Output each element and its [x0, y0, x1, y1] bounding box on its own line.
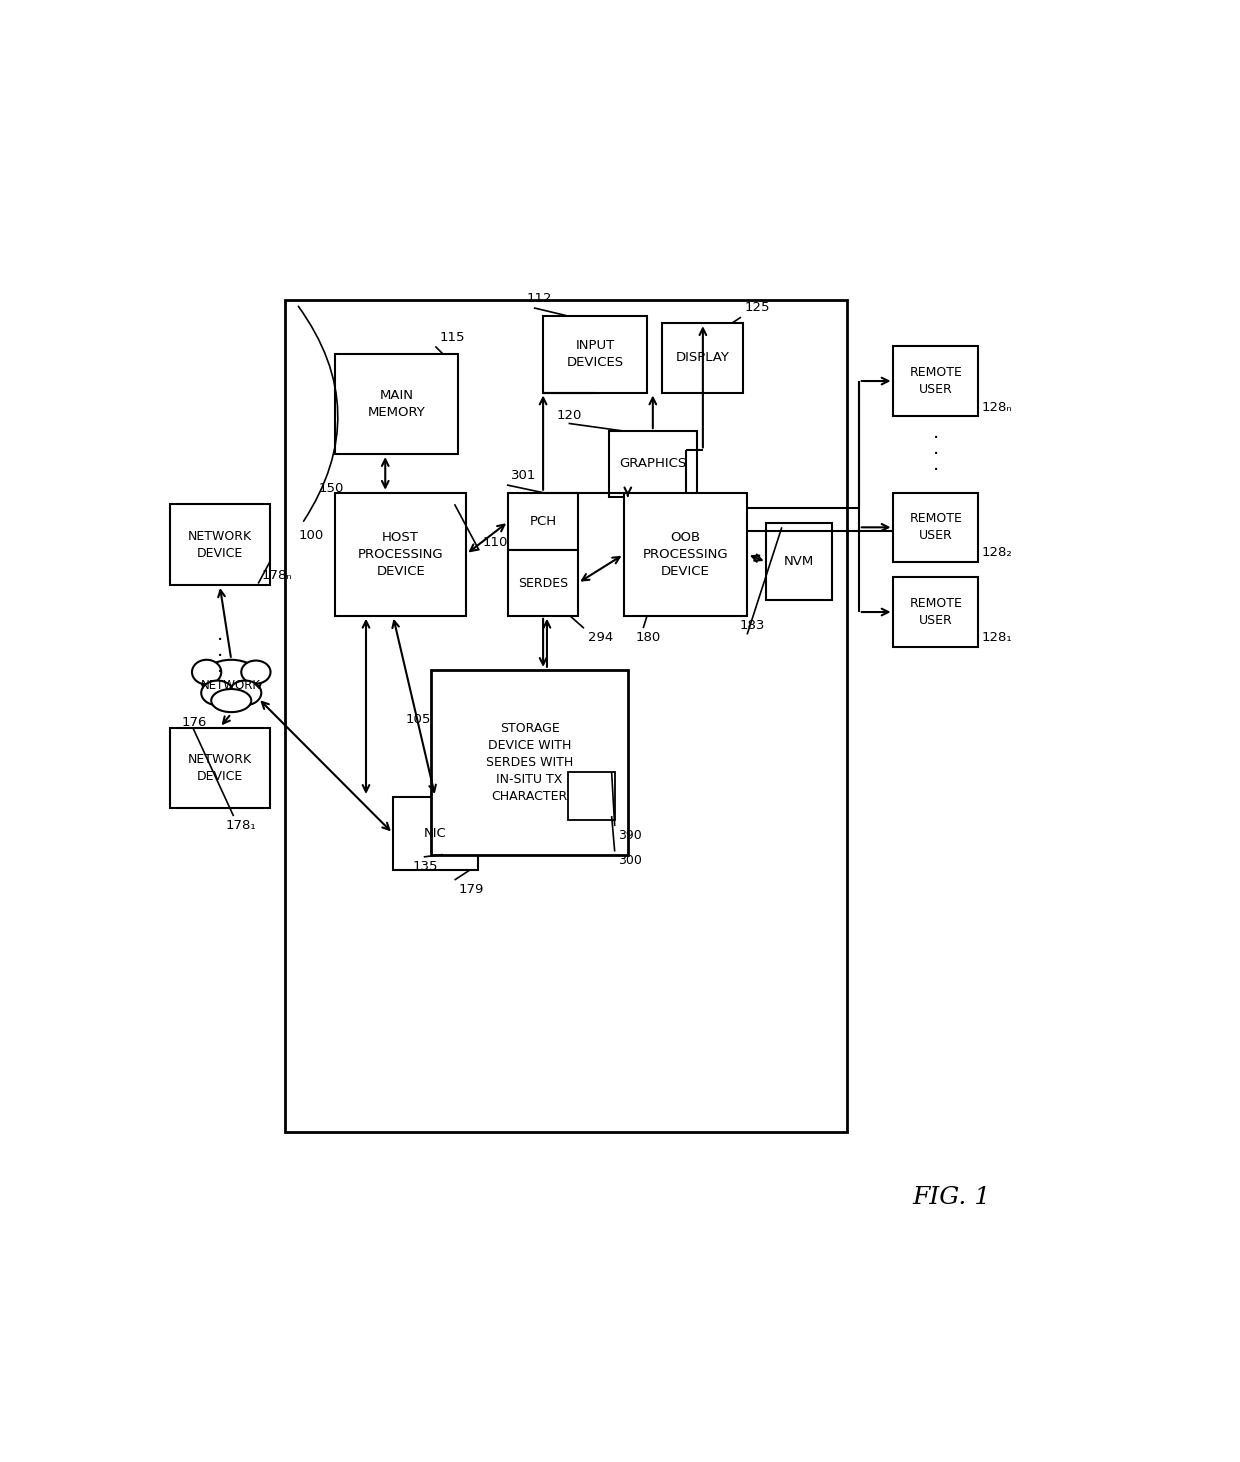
Text: 150: 150: [319, 482, 343, 496]
Text: ·
·
·: · · ·: [217, 630, 223, 681]
Text: 390: 390: [619, 829, 642, 842]
Bar: [894, 346, 978, 415]
Text: 183: 183: [739, 618, 765, 632]
Text: 301: 301: [511, 469, 536, 482]
Text: DISPLAY: DISPLAY: [676, 351, 730, 364]
Text: 128ₙ: 128ₙ: [982, 402, 1013, 415]
Bar: [508, 550, 578, 616]
Text: 112: 112: [526, 292, 552, 306]
Bar: [170, 728, 270, 808]
Text: 294: 294: [588, 632, 613, 643]
Bar: [170, 504, 270, 585]
Bar: [335, 354, 459, 455]
Text: NETWORK
DEVICE: NETWORK DEVICE: [187, 529, 252, 560]
Text: 120: 120: [557, 409, 583, 423]
Ellipse shape: [211, 689, 252, 712]
Text: 178ₙ: 178ₙ: [262, 569, 293, 582]
Bar: [285, 300, 847, 1132]
Text: 110: 110: [484, 537, 508, 550]
Text: ·
·
·: · · ·: [932, 428, 939, 480]
Ellipse shape: [242, 661, 270, 684]
Text: 300: 300: [619, 854, 642, 867]
Bar: [568, 772, 615, 820]
Text: MAIN
MEMORY: MAIN MEMORY: [368, 389, 425, 420]
Text: 135: 135: [412, 860, 438, 873]
Bar: [624, 493, 748, 616]
Bar: [894, 493, 978, 561]
Text: REMOTE
USER: REMOTE USER: [909, 512, 962, 542]
Text: HOST
PROCESSING
DEVICE: HOST PROCESSING DEVICE: [358, 531, 444, 577]
Bar: [662, 323, 743, 393]
Text: NETWORK
DEVICE: NETWORK DEVICE: [187, 753, 252, 784]
Bar: [543, 316, 647, 393]
Text: 128₁: 128₁: [982, 632, 1013, 643]
Text: FIG. 1: FIG. 1: [913, 1186, 991, 1209]
Text: OOB
PROCESSING
DEVICE: OOB PROCESSING DEVICE: [642, 531, 728, 577]
Text: 105: 105: [405, 713, 432, 727]
Bar: [766, 523, 832, 601]
Text: 125: 125: [745, 301, 770, 314]
Text: 128₂: 128₂: [982, 547, 1013, 560]
Text: 180: 180: [635, 632, 661, 643]
Bar: [335, 493, 466, 616]
Text: 115: 115: [439, 330, 465, 344]
Ellipse shape: [192, 659, 221, 684]
Text: NIC: NIC: [424, 827, 446, 839]
Text: PCH: PCH: [529, 515, 557, 528]
Text: 176: 176: [181, 715, 207, 728]
Ellipse shape: [201, 659, 262, 700]
Bar: [393, 797, 477, 870]
Text: STORAGE
DEVICE WITH
SERDES WITH
IN-SITU TX
CHARACTER: STORAGE DEVICE WITH SERDES WITH IN-SITU …: [486, 722, 573, 803]
Text: 179: 179: [459, 883, 484, 896]
Bar: [508, 493, 578, 550]
Text: SERDES: SERDES: [518, 576, 568, 589]
Text: 178₁: 178₁: [226, 819, 257, 832]
Text: 100: 100: [299, 529, 324, 541]
Text: INPUT
DEVICES: INPUT DEVICES: [567, 339, 624, 368]
Text: GRAPHICS: GRAPHICS: [619, 458, 687, 471]
Text: NETWORK: NETWORK: [201, 678, 262, 692]
Bar: [894, 577, 978, 646]
Text: NVM: NVM: [784, 556, 815, 569]
Ellipse shape: [201, 680, 233, 705]
Text: REMOTE
USER: REMOTE USER: [909, 366, 962, 396]
Bar: [432, 670, 627, 855]
Bar: [609, 431, 697, 497]
Ellipse shape: [229, 680, 262, 705]
Text: REMOTE
USER: REMOTE USER: [909, 596, 962, 627]
